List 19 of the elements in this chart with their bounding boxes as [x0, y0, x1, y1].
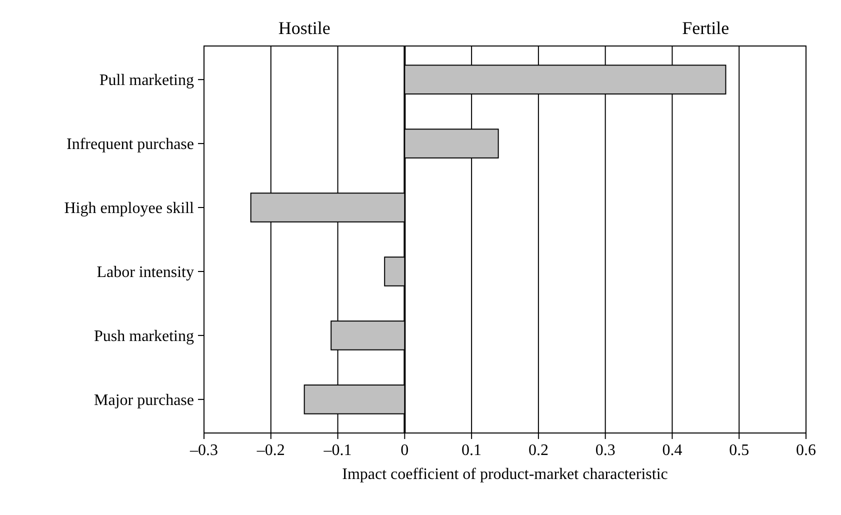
x-tick-label: –0.2 — [256, 442, 285, 459]
x-tick-label: 0 — [400, 442, 409, 459]
x-tick-label: 0.6 — [796, 442, 816, 459]
x-axis-title: Impact coefficient of product-market characteristic — [342, 466, 668, 483]
x-tick-label: 0.1 — [462, 442, 482, 459]
y-tick-label: Labor intensity — [96, 264, 194, 282]
text: Hostile — [278, 18, 330, 38]
y-tick-label: Push marketing — [94, 328, 194, 346]
y-tick-label: High employee skill — [64, 200, 195, 218]
x-tick-label: 0.3 — [595, 442, 616, 459]
y-tick-label: Infrequent purchase — [66, 136, 194, 154]
x-tick-label: 0.4 — [662, 442, 682, 459]
text: Fertile — [682, 18, 730, 38]
x-tick-label: –0.1 — [322, 442, 352, 459]
x-tick-label: –0.3 — [189, 442, 218, 459]
y-tick-label: Pull marketing — [99, 72, 194, 90]
x-tick-label: 0.5 — [729, 442, 750, 459]
x-tick-label: 0.2 — [528, 442, 548, 459]
y-tick-label: Major purchase — [94, 392, 194, 410]
